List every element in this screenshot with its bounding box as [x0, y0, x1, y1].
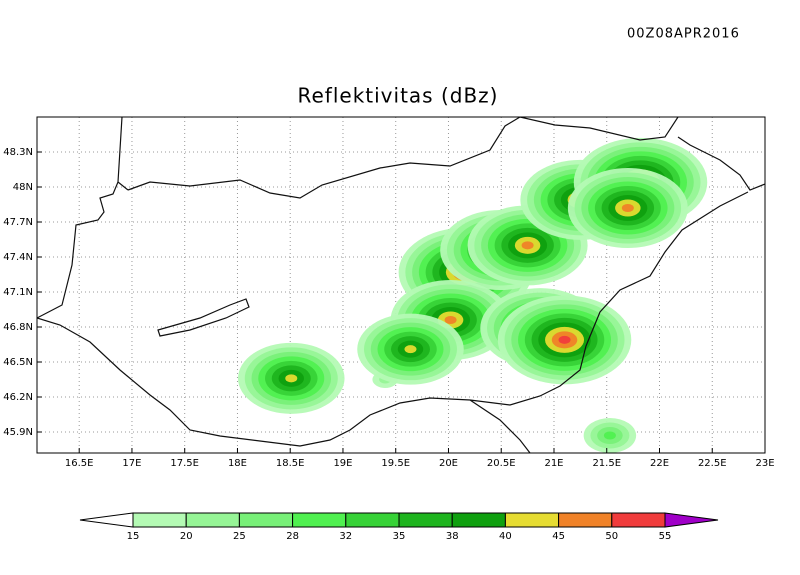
colorbar-box [292, 512, 347, 528]
x-tick-label: 19.5E [381, 458, 410, 469]
colorbar-label: 28 [286, 531, 299, 542]
y-tick-label: 46.5N [3, 357, 33, 368]
colorbar-label: 15 [127, 531, 140, 542]
colorbar-box [345, 512, 400, 528]
echo-cell [497, 295, 632, 385]
colorbar-label: 35 [393, 531, 406, 542]
colorbar-label: 32 [339, 531, 352, 542]
x-tick-label: 17E [122, 458, 141, 469]
colorbar-label: 50 [605, 531, 618, 542]
x-tick-label: 18.5E [276, 458, 305, 469]
x-tick-label: 21E [544, 458, 563, 469]
x-tick-label: 17.5E [170, 458, 199, 469]
map-title: Reflektivitas (dBz) [298, 84, 499, 108]
y-tick-label: 47.4N [3, 252, 33, 263]
colorbar-high [664, 512, 719, 528]
y-tick-label: 46.8N [3, 322, 33, 333]
colorbar-box [398, 512, 453, 528]
colorbar-box [238, 512, 294, 528]
colorbar-label: 45 [552, 531, 565, 542]
colorbar-box [504, 512, 560, 528]
colorbar-low [79, 512, 134, 528]
echo-ring [404, 345, 417, 354]
x-tick-label: 22.5E [698, 458, 727, 469]
colorbar-box [558, 512, 613, 528]
colorbar-label: 25 [233, 531, 246, 542]
borders [37, 117, 765, 453]
colorbar-label: 20 [180, 531, 193, 542]
colorbar-box [185, 512, 240, 528]
colorbar-box [132, 512, 187, 528]
y-tick-label: 48.3N [3, 147, 33, 158]
x-tick-label: 21.5E [592, 458, 621, 469]
echo-cell [583, 418, 637, 453]
timestamp: 00Z08APR2016 [627, 27, 740, 42]
reflectivity [238, 137, 708, 453]
echo-cell [357, 313, 464, 385]
x-tick-label: 22E [650, 458, 669, 469]
echo-ring [285, 374, 298, 383]
colorbar-label: 38 [446, 531, 459, 542]
echo-ring [444, 316, 457, 324]
x-tick-label: 20.5E [487, 458, 516, 469]
x-tick-label: 18E [228, 458, 247, 469]
colorbar: 15 20 25 28 32 35 38 40 45 50 55 [79, 512, 719, 542]
x-tick-label: 19E [333, 458, 352, 469]
country-border [37, 117, 765, 453]
colorbar-label: 55 [659, 531, 672, 542]
y-tick-label: 48N [13, 182, 33, 193]
colorbar-box [611, 512, 666, 528]
echo-ring [558, 335, 571, 344]
echo-ring [603, 431, 616, 440]
map-frame [36, 116, 766, 454]
x-tick-label: 20E [439, 458, 458, 469]
echo-cell [238, 342, 345, 414]
y-tick-label: 45.9N [3, 427, 33, 438]
x-tick-label: 16.5E [65, 458, 94, 469]
y-tick-label: 47.7N [3, 217, 33, 228]
colorbar-label: 40 [499, 531, 512, 542]
axis-labels: 16.5E 17E 17.5E 18E 18.5E 19E 19.5E 20E 20.5E 21E… [3, 147, 774, 469]
echo-ring [521, 241, 534, 250]
echo-cell [567, 168, 688, 248]
y-tick-label: 47.1N [3, 287, 33, 298]
colorbar-box [451, 512, 506, 528]
echo-ring [621, 204, 634, 212]
lake [157, 298, 250, 337]
x-tick-label: 23E [755, 458, 774, 469]
y-tick-label: 46.2N [3, 392, 33, 403]
